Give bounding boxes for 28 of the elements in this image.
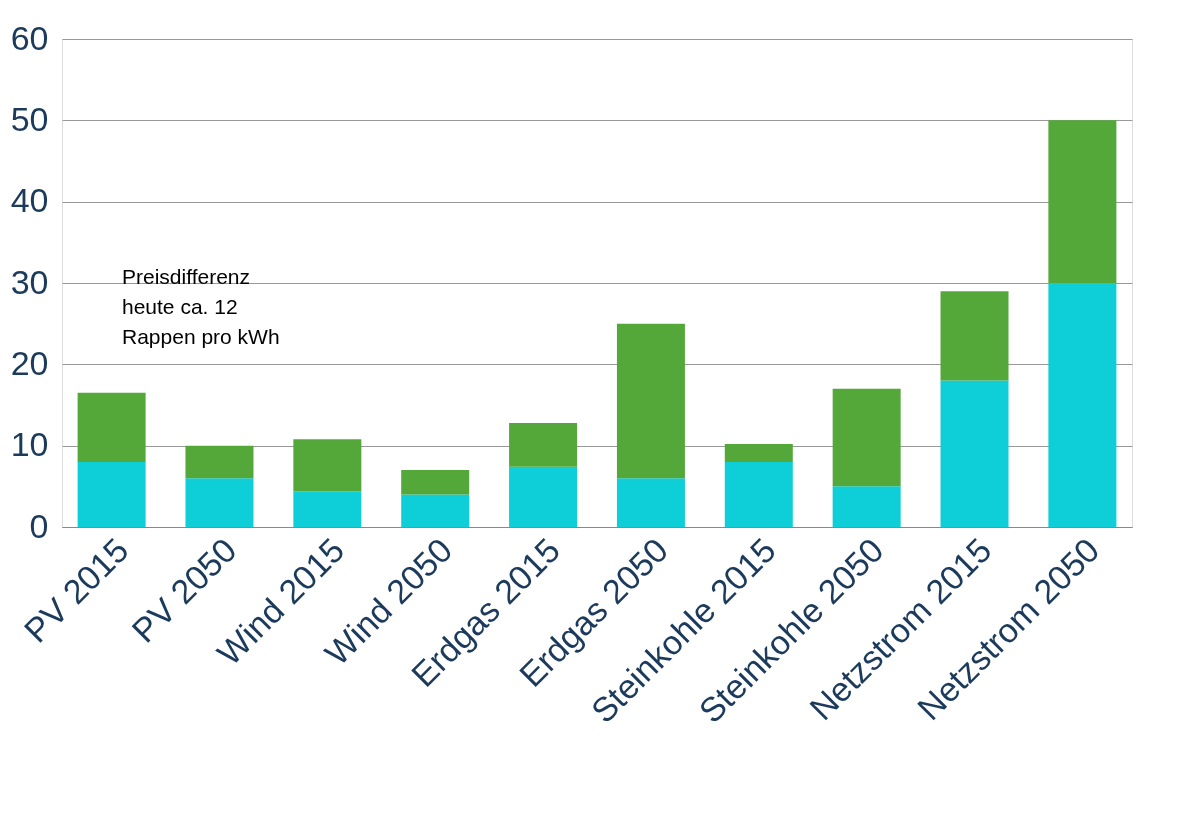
bar: [1048, 120, 1117, 283]
bar: [724, 461, 793, 527]
bar: [1048, 283, 1117, 527]
bar: [77, 392, 146, 462]
y-tick-label: 10: [10, 425, 49, 464]
annotation: Preisdifferenz heute ca. 12 Rappen pro kWh: [122, 265, 280, 348]
bar: [185, 445, 254, 479]
bar: [832, 388, 901, 487]
bar: [509, 466, 578, 527]
y-tick-label: 30: [10, 262, 49, 301]
bar: [940, 291, 1009, 381]
bar: [724, 444, 793, 462]
bar: [616, 478, 685, 527]
bar: [293, 439, 362, 492]
y-tick-label: 50: [10, 99, 49, 138]
bar: [293, 491, 362, 527]
bar: [940, 380, 1009, 527]
y-tick-label: 0: [29, 506, 49, 545]
y-tick-label: 20: [10, 343, 49, 382]
y-tick-label: 40: [10, 181, 49, 220]
bar: [77, 461, 146, 527]
bar: [832, 486, 901, 527]
y-tick-label: 60: [10, 18, 49, 57]
bar: [185, 478, 254, 527]
bar: [401, 494, 470, 527]
bar: [401, 470, 470, 495]
bar: [616, 323, 685, 479]
bar: [509, 422, 578, 467]
